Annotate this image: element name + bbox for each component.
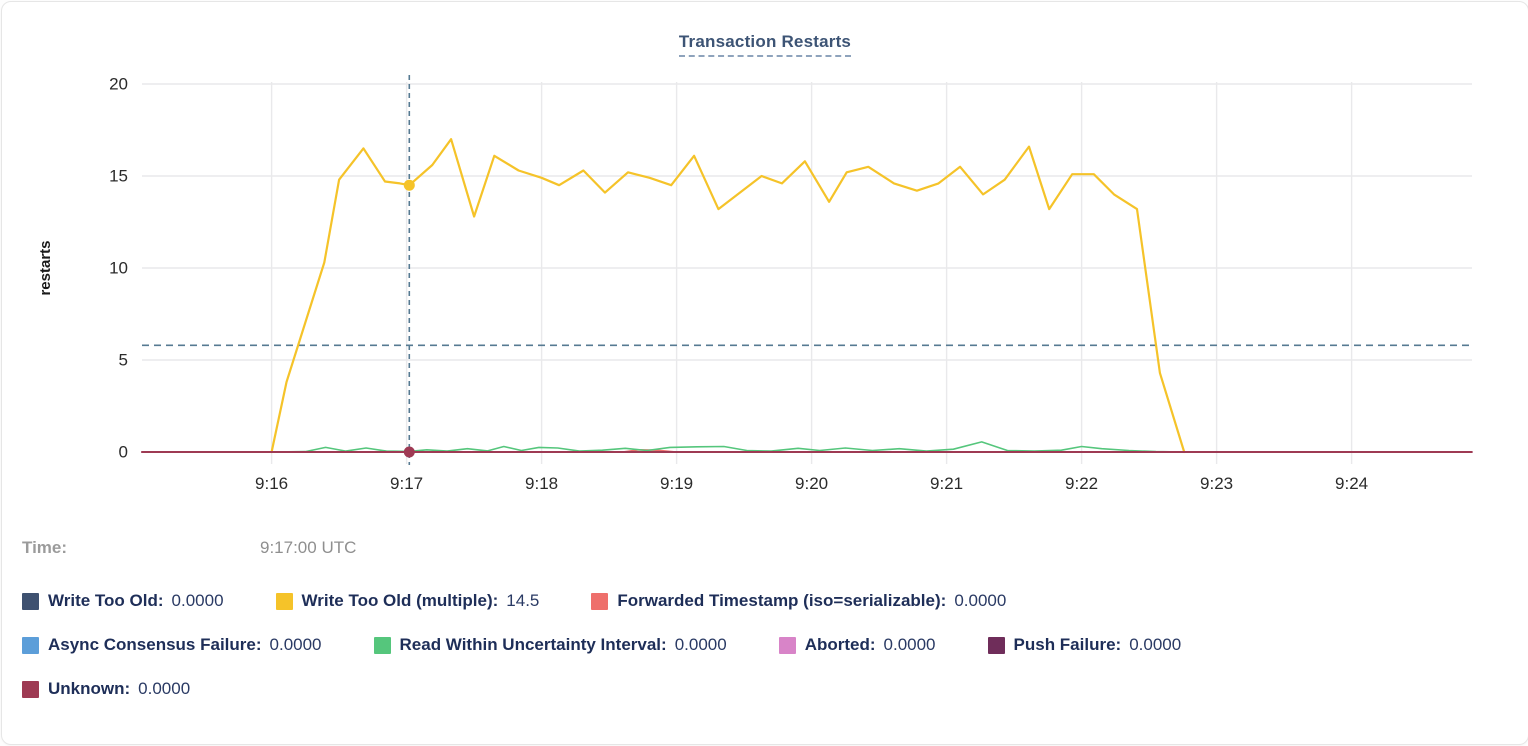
legend-swatch-icon xyxy=(22,636,39,654)
x-tick-label: 9:16 xyxy=(255,474,288,493)
legend-item-forwarded-timestamp-iso-serializable: Forwarded Timestamp (iso=serializable): 0… xyxy=(591,591,1006,611)
chart-header: Transaction Restarts xyxy=(2,32,1528,57)
x-tick-label: 9:24 xyxy=(1335,474,1368,493)
y-tick-label: 0 xyxy=(119,443,128,462)
legend-label: Async Consensus Failure: xyxy=(48,635,262,654)
y-tick-label: 5 xyxy=(119,351,128,370)
legend-item-write-too-old: Write Too Old: 0.0000 xyxy=(22,591,224,611)
legend-row: Async Consensus Failure: 0.0000 Read Withi… xyxy=(22,634,1512,656)
x-tick-label: 9:22 xyxy=(1065,474,1098,493)
x-tick-label: 9:17 xyxy=(390,474,423,493)
legend-item-unknown: Unknown: 0.0000 xyxy=(22,679,190,699)
legend-value: 0.0000 xyxy=(883,635,936,654)
legend-value: 0.0000 xyxy=(674,635,727,654)
chart-legend: Write Too Old: 0.0000 Write Too Old (multi… xyxy=(22,590,1512,722)
legend-item-write-too-old-multiple: Write Too Old (multiple): 14.5 xyxy=(275,591,540,611)
legend-swatch-icon xyxy=(22,680,39,698)
hover-marker-unknown xyxy=(403,446,415,458)
legend-swatch-icon xyxy=(373,636,391,654)
x-tick-label: 9:18 xyxy=(525,474,558,493)
legend-item-async-consensus-failure: Async Consensus Failure: 0.0000 xyxy=(22,635,322,655)
legend-label: Write Too Old: xyxy=(48,591,164,610)
legend-swatch-icon xyxy=(591,592,609,610)
legend-swatch-icon xyxy=(987,636,1005,654)
legend-label: Write Too Old (multiple): xyxy=(301,591,499,610)
legend-label: Read Within Uncertainty Interval: xyxy=(399,635,667,654)
legend-row: Unknown: 0.0000 xyxy=(22,678,1512,700)
legend-label: Forwarded Timestamp (iso=serializable): xyxy=(617,591,947,610)
chart-title[interactable]: Transaction Restarts xyxy=(678,32,852,57)
legend-value: 0.0000 xyxy=(954,591,1007,610)
y-tick-label: 20 xyxy=(109,75,128,94)
x-tick-label: 9:19 xyxy=(660,474,693,493)
legend-row: Write Too Old: 0.0000 Write Too Old (multi… xyxy=(22,590,1512,612)
y-tick-label: 15 xyxy=(109,167,128,186)
legend-label: Push Failure: xyxy=(1013,635,1122,654)
legend-swatch-icon xyxy=(778,636,796,654)
legend-value: 0.0000 xyxy=(269,635,322,654)
x-tick-label: 9:21 xyxy=(930,474,963,493)
legend-value: 0.0000 xyxy=(171,591,224,610)
time-value: 9:17:00 UTC xyxy=(260,538,357,557)
x-tick-label: 9:23 xyxy=(1200,474,1233,493)
legend-swatch-icon xyxy=(22,592,39,610)
legend-item-read-within-uncertainty-interval: Read Within Uncertainty Interval: 0.0000 xyxy=(373,635,727,655)
hover-time-row: Time: 9:17:00 UTC xyxy=(2,538,1528,560)
legend-item-push-failure: Push Failure: 0.0000 xyxy=(987,635,1182,655)
legend-label: Unknown: xyxy=(48,679,131,698)
gridlines xyxy=(142,82,1472,464)
line-chart-plot-area[interactable]: 0 5 10 15 20 9:16 9:17 9:18 9:19 9:20 9:21 9:22 9:23… xyxy=(2,2,1528,522)
hover-marker-write-too-old-multiple xyxy=(403,179,415,191)
legend-label: Aborted: xyxy=(804,635,876,654)
time-label: Time: xyxy=(22,538,68,557)
legend-item-aborted: Aborted: 0.0000 xyxy=(778,635,936,655)
legend-value: 0.0000 xyxy=(138,679,191,698)
legend-value: 14.5 xyxy=(506,591,540,610)
y-axis-label: restarts xyxy=(37,240,54,295)
x-tick-label: 9:20 xyxy=(795,474,828,493)
y-tick-label: 10 xyxy=(109,259,128,278)
legend-value: 0.0000 xyxy=(1129,635,1182,654)
legend-swatch-icon xyxy=(275,592,293,610)
series-line-read-within-uncertainty-interval xyxy=(270,441,1185,453)
